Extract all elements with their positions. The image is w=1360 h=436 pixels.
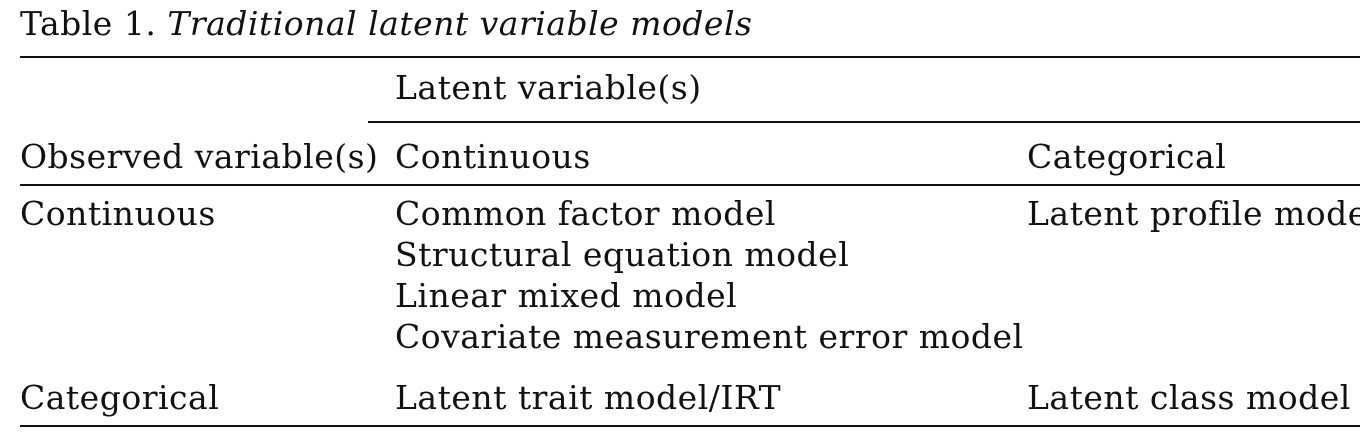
col-header-continuous: Continuous: [395, 137, 591, 176]
spanner-rule: [368, 121, 1360, 123]
table-caption: Table 1. Traditional latent variable mod…: [20, 2, 752, 46]
row-categorical-cell: Latent class model: [1027, 378, 1351, 417]
row-continuous-item: Common factor model: [395, 194, 776, 233]
row-categorical-cell: Latent profile model: [1027, 194, 1360, 233]
row-continuous-item: Structural equation model: [395, 235, 850, 274]
row-observed-cell: Categorical: [20, 378, 220, 417]
spanner-header: Latent variable(s): [395, 68, 702, 107]
row-continuous-item: Latent trait model/IRT: [395, 378, 782, 417]
row-observed-cell: Continuous: [20, 194, 216, 233]
bottom-rule: [20, 425, 1360, 427]
top-rule: [20, 56, 1360, 58]
header-rule: [20, 184, 1360, 186]
row-continuous-item: Covariate measurement error model: [395, 317, 1024, 356]
table-caption-title: Traditional latent variable models: [167, 4, 753, 43]
row-header: Observed variable(s): [20, 137, 379, 176]
table-caption-label: Table 1.: [20, 4, 157, 43]
col-header-categorical: Categorical: [1027, 137, 1227, 176]
row-continuous-item: Linear mixed model: [395, 276, 738, 315]
